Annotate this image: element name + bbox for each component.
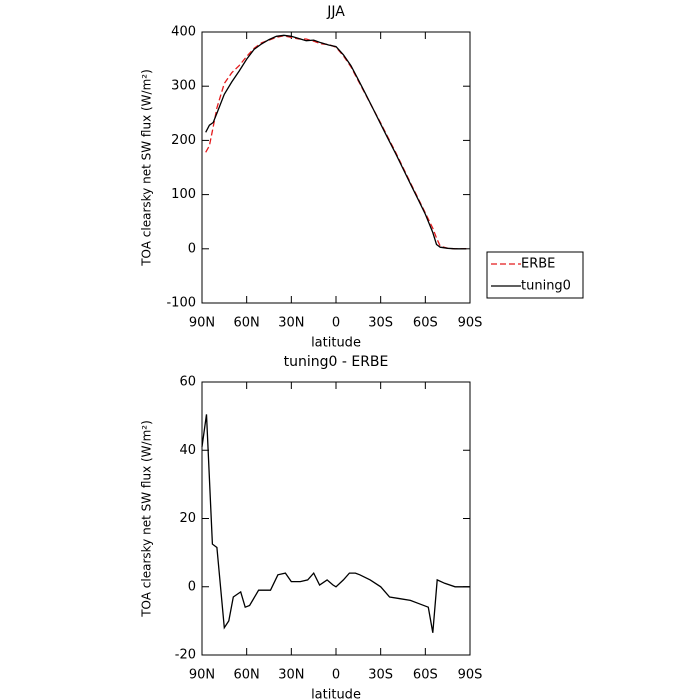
x-tick-label: 90S bbox=[458, 316, 483, 331]
x-tick-label: 90S bbox=[458, 668, 483, 683]
chart-title: tuning0 - ERBE bbox=[284, 354, 389, 370]
chart-title: JJA bbox=[326, 4, 345, 20]
y-tick-label: 200 bbox=[171, 133, 196, 148]
x-tick-label: 60S bbox=[413, 316, 438, 331]
y-tick-label: 400 bbox=[171, 25, 196, 40]
data-line bbox=[205, 35, 467, 250]
y-tick-label: 0 bbox=[188, 579, 196, 594]
x-tick-label: 90N bbox=[189, 316, 215, 331]
x-tick-label: 60S bbox=[413, 668, 438, 683]
x-tick-label: 60N bbox=[234, 316, 260, 331]
data-line bbox=[205, 34, 467, 250]
y-tick-label: 60 bbox=[179, 375, 196, 390]
y-tick-label: -20 bbox=[175, 648, 196, 663]
legend-box bbox=[486, 251, 584, 299]
x-axis-label: latitude bbox=[311, 336, 361, 351]
x-tick-label: 30S bbox=[368, 316, 393, 331]
y-tick-label: 40 bbox=[179, 443, 196, 458]
x-tick-label: 90N bbox=[189, 668, 215, 683]
x-tick-label: 0 bbox=[332, 316, 340, 331]
x-tick-label: 60N bbox=[234, 668, 260, 683]
legend-label: tuning0 bbox=[521, 279, 571, 294]
data-line bbox=[201, 414, 470, 633]
y-tick-label: 20 bbox=[179, 511, 196, 526]
y-axis-label: TOA clearsky net SW flux (W/m²) bbox=[140, 420, 154, 618]
y-tick-label: -100 bbox=[166, 296, 196, 311]
x-tick-label: 30S bbox=[368, 668, 393, 683]
y-tick-label: 0 bbox=[188, 241, 196, 256]
x-axis-label: latitude bbox=[311, 688, 361, 700]
legend-label: ERBE bbox=[521, 257, 555, 272]
x-tick-label: 30N bbox=[278, 316, 304, 331]
x-tick-label: 30N bbox=[278, 668, 304, 683]
y-tick-label: 100 bbox=[171, 187, 196, 202]
plot-frame bbox=[201, 31, 471, 304]
y-tick-label: 300 bbox=[171, 79, 196, 94]
y-axis-label: TOA clearsky net SW flux (W/m²) bbox=[140, 69, 154, 267]
x-tick-label: 0 bbox=[332, 668, 340, 683]
